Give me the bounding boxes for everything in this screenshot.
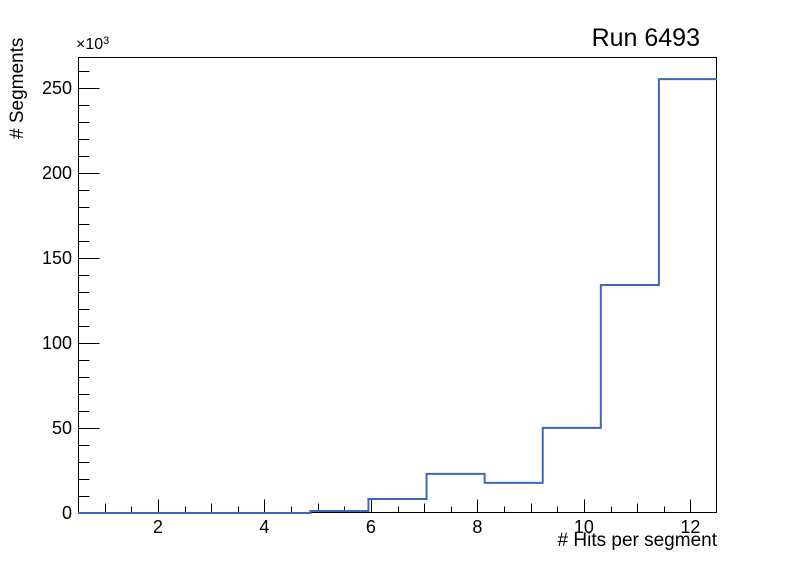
y-tick-label-50: 50 [51,417,72,438]
y-tick-label-150: 150 [41,247,72,268]
plot-frame [78,57,717,513]
scale-factor-exponent: 3 [103,35,110,47]
histogram-line [78,78,717,514]
y-tick-label-0: 0 [61,503,72,523]
x-tick-label-8: 8 [472,517,483,537]
x-tick-label-10: 10 [573,517,594,537]
x-tick-label-6: 6 [365,517,376,537]
y-tick-label-200: 200 [41,162,72,183]
x-tick-label-2: 2 [152,517,163,537]
scale-factor-base: ×10 [76,36,104,53]
y-axis-scale-factor: ×103 [76,36,109,53]
y-tick-label-250: 250 [41,77,72,98]
plot-title: Run 6493 [591,24,700,52]
plot-area [78,57,717,514]
x-tick-label-4: 4 [259,517,270,537]
x-axis-title: # Hits per segment [557,530,717,551]
y-tick-label-100: 100 [41,332,72,353]
x-tick-label-12: 12 [680,517,701,537]
axis-ticks [78,71,691,513]
